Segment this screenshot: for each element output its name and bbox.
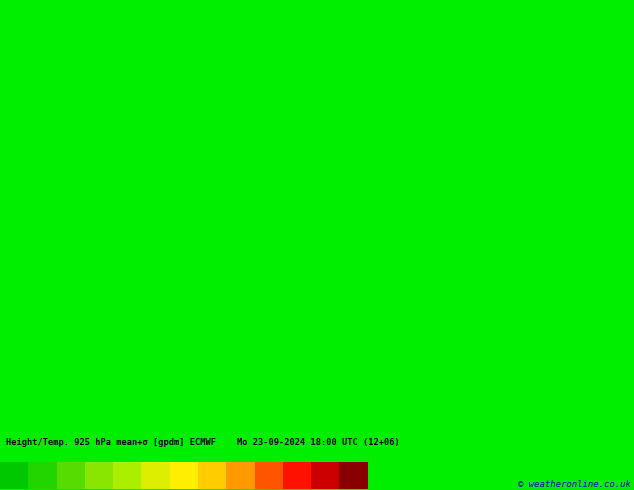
Bar: [311, 462, 339, 489]
Bar: [255, 462, 283, 489]
Text: Height/Temp. 925 hPa mean+σ [gpdm] ECMWF    Mo 23-09-2024 18:00 UTC (12+06): Height/Temp. 925 hPa mean+σ [gpdm] ECMWF…: [6, 438, 400, 447]
Bar: [0, 462, 29, 489]
Bar: [339, 462, 368, 489]
Bar: [198, 462, 226, 489]
Bar: [29, 462, 56, 489]
Bar: [141, 462, 170, 489]
Bar: [170, 462, 198, 489]
Bar: [226, 462, 255, 489]
Text: © weatheronline.co.uk: © weatheronline.co.uk: [518, 480, 631, 489]
Bar: [56, 462, 85, 489]
Bar: [283, 462, 311, 489]
Bar: [85, 462, 113, 489]
Bar: [113, 462, 141, 489]
